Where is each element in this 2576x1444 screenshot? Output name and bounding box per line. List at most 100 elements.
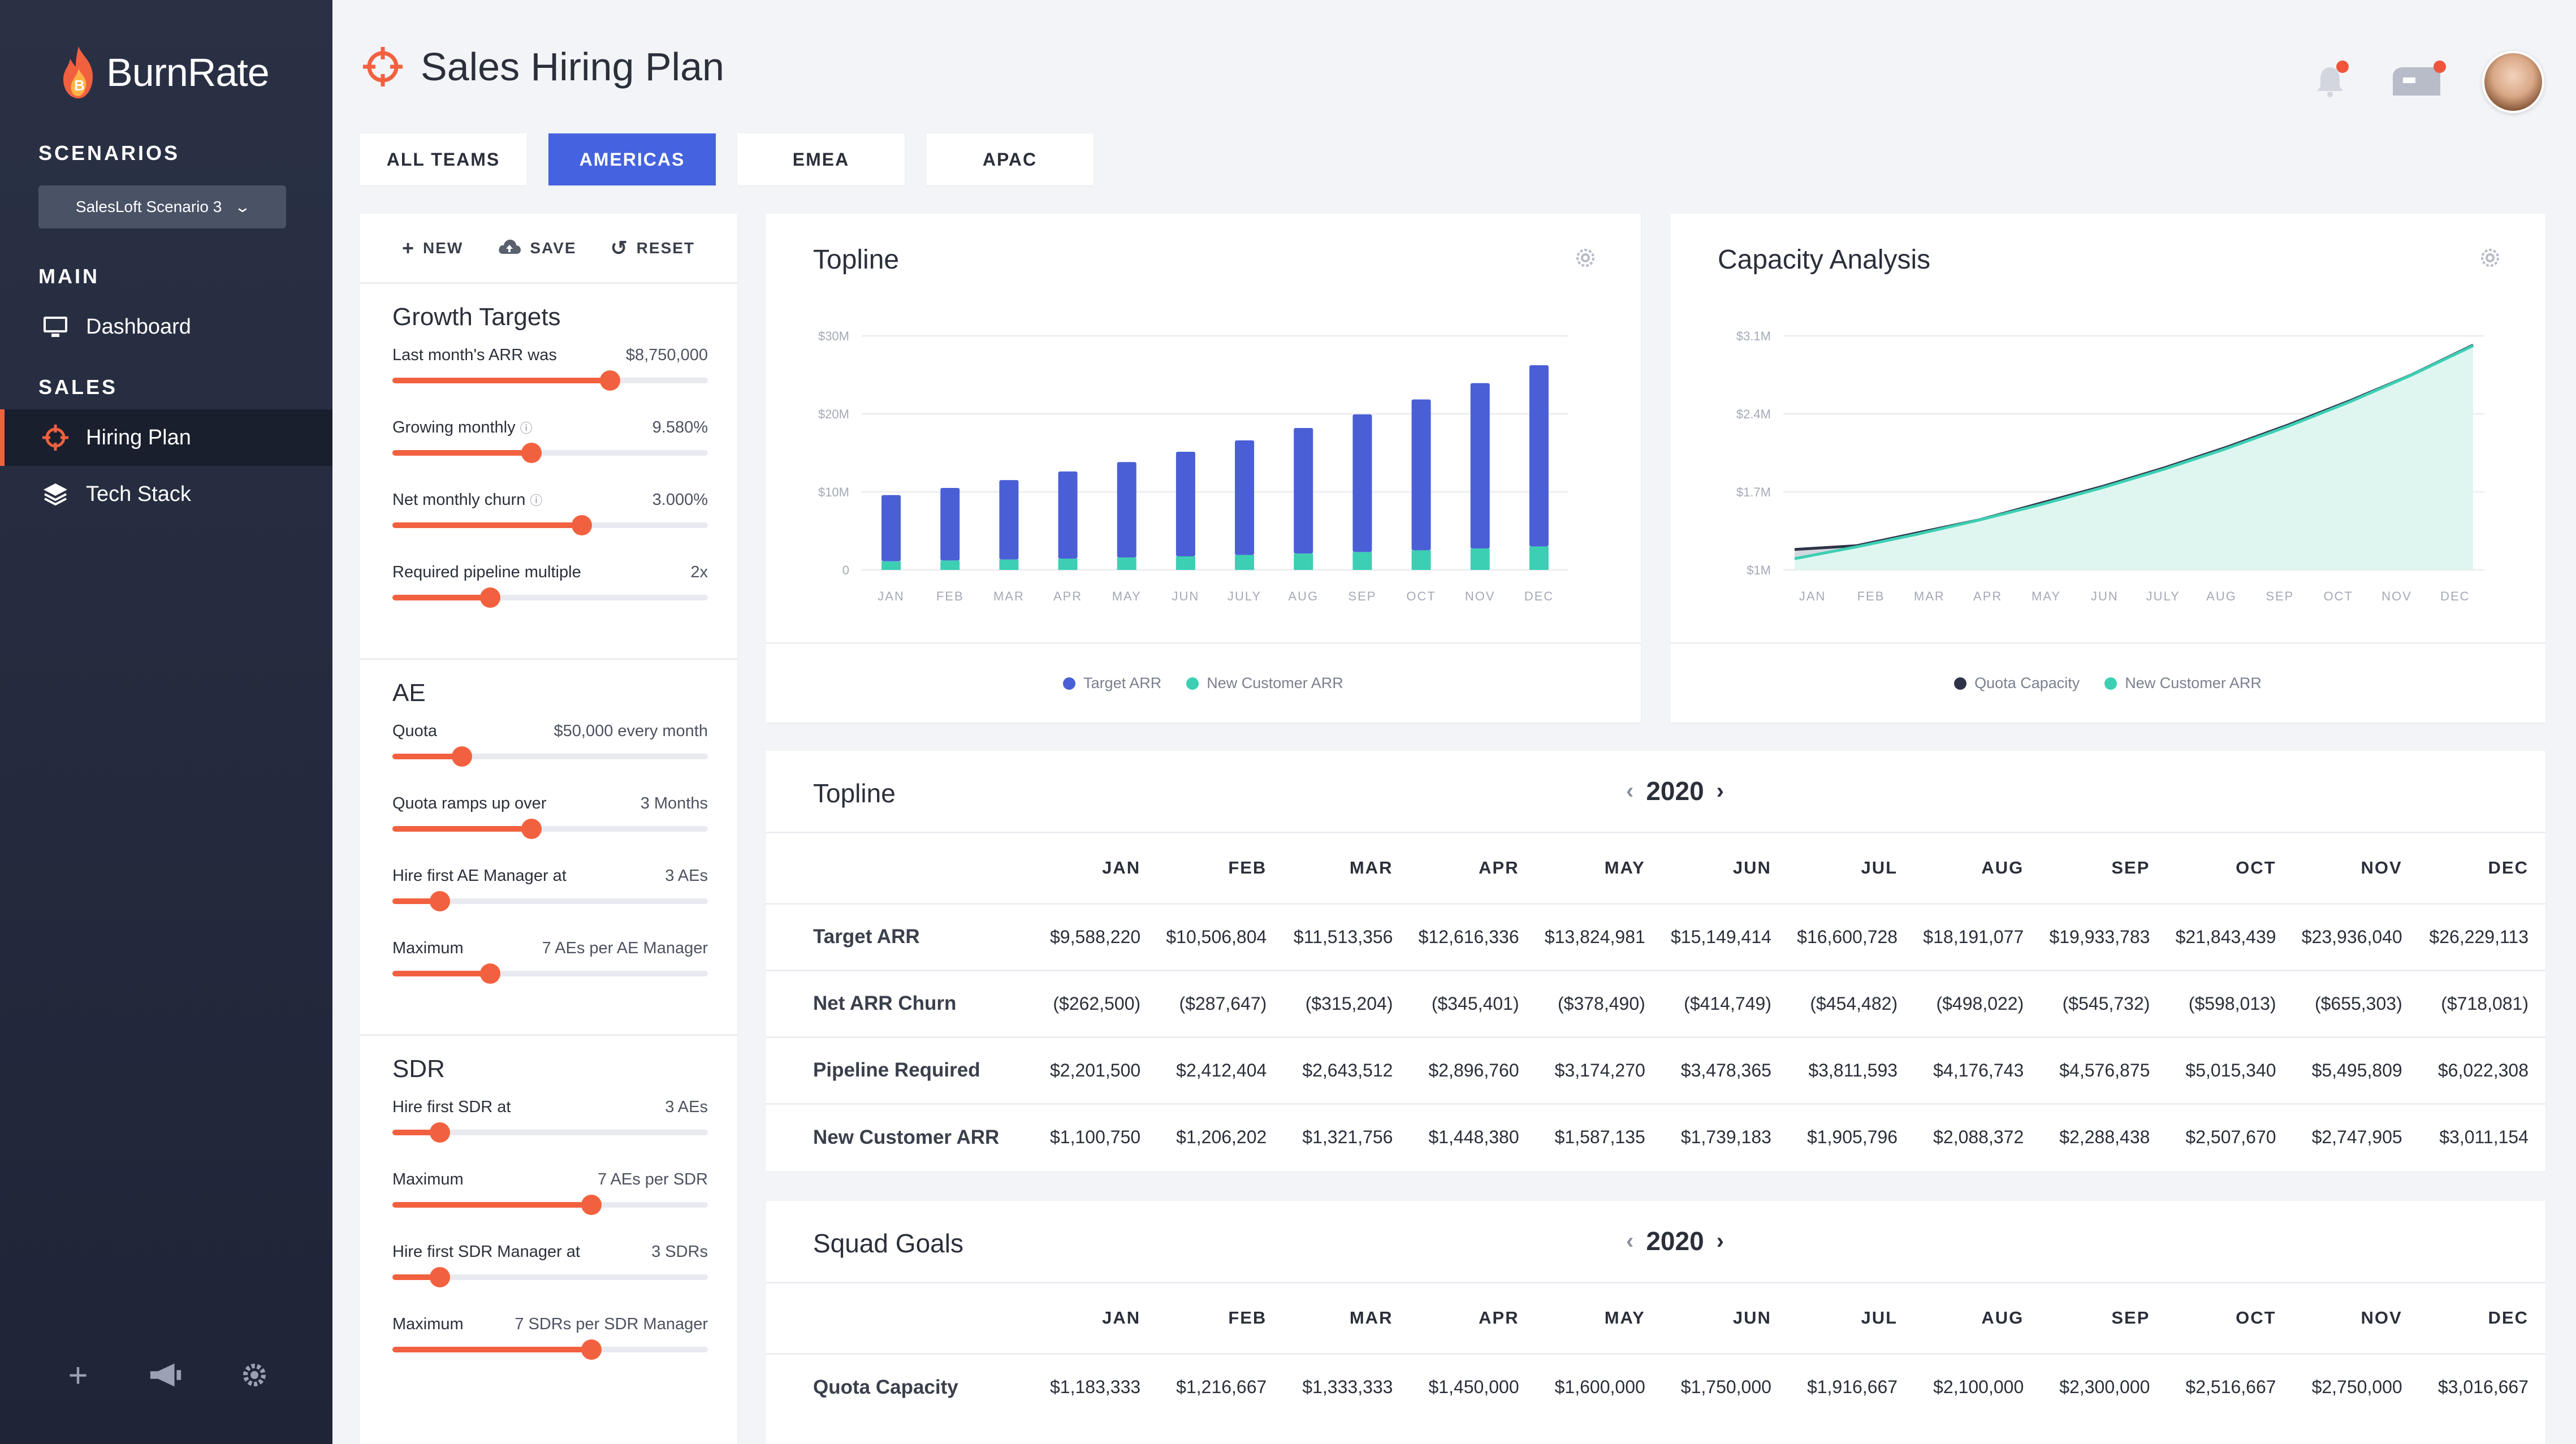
slider-track[interactable]: [392, 443, 708, 463]
slider-track[interactable]: [392, 891, 708, 911]
slider-handle[interactable]: [581, 1339, 602, 1360]
slider-sdr-manager-threshold[interactable]: Hire first SDR Manager at 3 SDRs: [392, 1243, 708, 1315]
row-label: Net ARR Churn: [766, 970, 1031, 1038]
slider-growing-monthly[interactable]: Growing monthly ⓘ 9.580%: [392, 418, 708, 491]
new-label: NEW: [423, 239, 464, 257]
scenario-select[interactable]: SalesLoft Scenario 3 ⌄: [38, 185, 286, 228]
table-cell: $3,478,365: [1662, 1037, 1788, 1105]
tab-all-teams[interactable]: ALL TEAMS: [360, 133, 527, 185]
slider-sdr-manager-max[interactable]: Maximum 7 SDRs per SDR Manager: [392, 1315, 708, 1387]
table-cell: ($345,401): [1410, 970, 1536, 1038]
bar-target-arr: [1294, 427, 1313, 554]
slider-ae-ramp[interactable]: Quota ramps up over 3 Months: [392, 794, 708, 867]
y-tick-label: $2.4M: [1736, 407, 1771, 421]
slider-track[interactable]: [392, 370, 708, 391]
inbox-button[interactable]: [2391, 60, 2446, 101]
slider-handle[interactable]: [571, 515, 592, 535]
slider-handle[interactable]: [479, 963, 500, 984]
slider-track[interactable]: [392, 819, 708, 839]
bar-new-customer-arr: [1529, 546, 1549, 570]
table-cell: $1,216,667: [1176, 1377, 1267, 1398]
slider-handle[interactable]: [521, 819, 542, 839]
bar-target-arr: [1470, 383, 1490, 549]
slider-track[interactable]: [392, 746, 708, 767]
slider-fill: [392, 1202, 591, 1208]
avatar[interactable]: [2482, 51, 2544, 113]
y-tick-label: $1.7M: [1736, 485, 1771, 499]
gear-icon[interactable]: [236, 1357, 273, 1393]
sidebar-item-dashboard[interactable]: Dashboard: [0, 299, 332, 355]
slider-ae-manager-threshold[interactable]: Hire first AE Manager at 3 AEs: [392, 867, 708, 939]
slider-sdr-first[interactable]: Hire first SDR at 3 AEs: [392, 1098, 708, 1170]
table-cell: $1,333,333: [1302, 1377, 1393, 1398]
bar-target-arr: [999, 480, 1019, 560]
row-label: Quota Capacity: [813, 1376, 958, 1398]
tab-apac[interactable]: APAC: [926, 133, 1093, 185]
slider-handle[interactable]: [581, 1195, 602, 1215]
slider-track[interactable]: [392, 587, 708, 608]
legend-swatch: [2104, 677, 2117, 690]
slider-net-monthly-churn[interactable]: Net monthly churn ⓘ 3.000%: [392, 491, 708, 563]
chevron-left-icon[interactable]: ‹: [1626, 778, 1634, 803]
tab-emea[interactable]: EMEA: [737, 133, 905, 185]
save-button[interactable]: SAVE: [497, 236, 576, 260]
bar-target-arr: [1058, 471, 1078, 559]
reset-icon: ↺: [610, 236, 629, 260]
slider-last-month-arr[interactable]: Last month's ARR was $8,750,000: [392, 346, 708, 418]
table-header-row: JAN FEB MAR APR MAY JUN JUL AUG SEP OCT NOV DEC: [766, 833, 2545, 905]
slider-track[interactable]: [392, 1339, 708, 1360]
column-header: SEP: [2041, 1283, 2167, 1355]
slider-handle[interactable]: [479, 587, 500, 608]
slider-handle[interactable]: [429, 891, 450, 911]
table-cell: $1,905,796: [1806, 1127, 1898, 1148]
slider-ae-quota[interactable]: Quota $50,000 every month: [392, 722, 708, 794]
gear-icon[interactable]: [2476, 244, 2504, 271]
legend-label: New Customer ARR: [2125, 675, 2262, 691]
slider-track[interactable]: [392, 515, 708, 535]
new-button[interactable]: + NEW: [402, 236, 463, 260]
slider-track[interactable]: [392, 1122, 708, 1143]
slider-handle[interactable]: [600, 370, 621, 391]
column-header: APR: [1410, 833, 1536, 905]
cloud-upload-icon: [497, 236, 522, 260]
reset-button[interactable]: ↺ RESET: [611, 236, 695, 260]
table-cell: ($262,500): [1031, 970, 1158, 1038]
table-cell: $3,011,154: [2439, 1127, 2529, 1148]
table-row: Net ARR Churn ($262,500) ($287,647) ($315,2…: [766, 970, 2545, 1038]
slider-handle[interactable]: [429, 1122, 450, 1143]
bar-target-arr: [1352, 414, 1372, 552]
x-tick-label: AUG: [2206, 589, 2237, 603]
table-cell: $3,016,667: [2437, 1377, 2529, 1398]
table-cell: $10,506,804: [1157, 903, 1284, 971]
chevron-right-icon[interactable]: ›: [1716, 778, 1724, 803]
slider-handle[interactable]: [429, 1267, 450, 1287]
megaphone-icon[interactable]: [148, 1357, 184, 1393]
table-row: Pipeline Required $2,201,500 $2,412,404 $2,…: [766, 1037, 2545, 1105]
chevron-left-icon[interactable]: ‹: [1626, 1228, 1634, 1253]
bar-new-customer-arr: [1470, 548, 1490, 570]
app-logo[interactable]: B BurnRate: [59, 33, 270, 112]
plus-icon[interactable]: +: [68, 1356, 88, 1394]
sidebar-item-hiring-plan[interactable]: Hiring Plan: [0, 409, 332, 466]
chevron-right-icon[interactable]: ›: [1716, 1228, 1724, 1253]
info-icon[interactable]: ⓘ: [530, 494, 543, 508]
column-header: DEC: [2419, 833, 2545, 905]
tab-americas[interactable]: AMERICAS: [548, 133, 716, 185]
slider-fill: [392, 450, 531, 456]
slider-ae-max[interactable]: Maximum 7 AEs per AE Manager: [392, 939, 708, 1011]
bar-new-customer-arr: [1411, 550, 1431, 570]
slider-sdr-max[interactable]: Maximum 7 AEs per SDR: [392, 1170, 708, 1243]
sidebar-item-tech-stack[interactable]: Tech Stack: [0, 466, 332, 522]
y-tick-label: $30M: [818, 329, 849, 343]
slider-track[interactable]: [392, 1267, 708, 1287]
sidebar-item-label: Tech Stack: [86, 482, 191, 506]
info-icon[interactable]: ⓘ: [520, 421, 533, 435]
slider-pipeline-multiple[interactable]: Required pipeline multiple 2x: [392, 563, 708, 635]
slider-handle[interactable]: [451, 746, 472, 767]
slider-track[interactable]: [392, 1195, 708, 1215]
slider-handle[interactable]: [521, 443, 542, 463]
gear-icon[interactable]: [1572, 244, 1599, 271]
notifications-button[interactable]: [2315, 60, 2349, 101]
table-cell: $1,600,000: [1554, 1377, 1645, 1398]
slider-track[interactable]: [392, 963, 708, 984]
